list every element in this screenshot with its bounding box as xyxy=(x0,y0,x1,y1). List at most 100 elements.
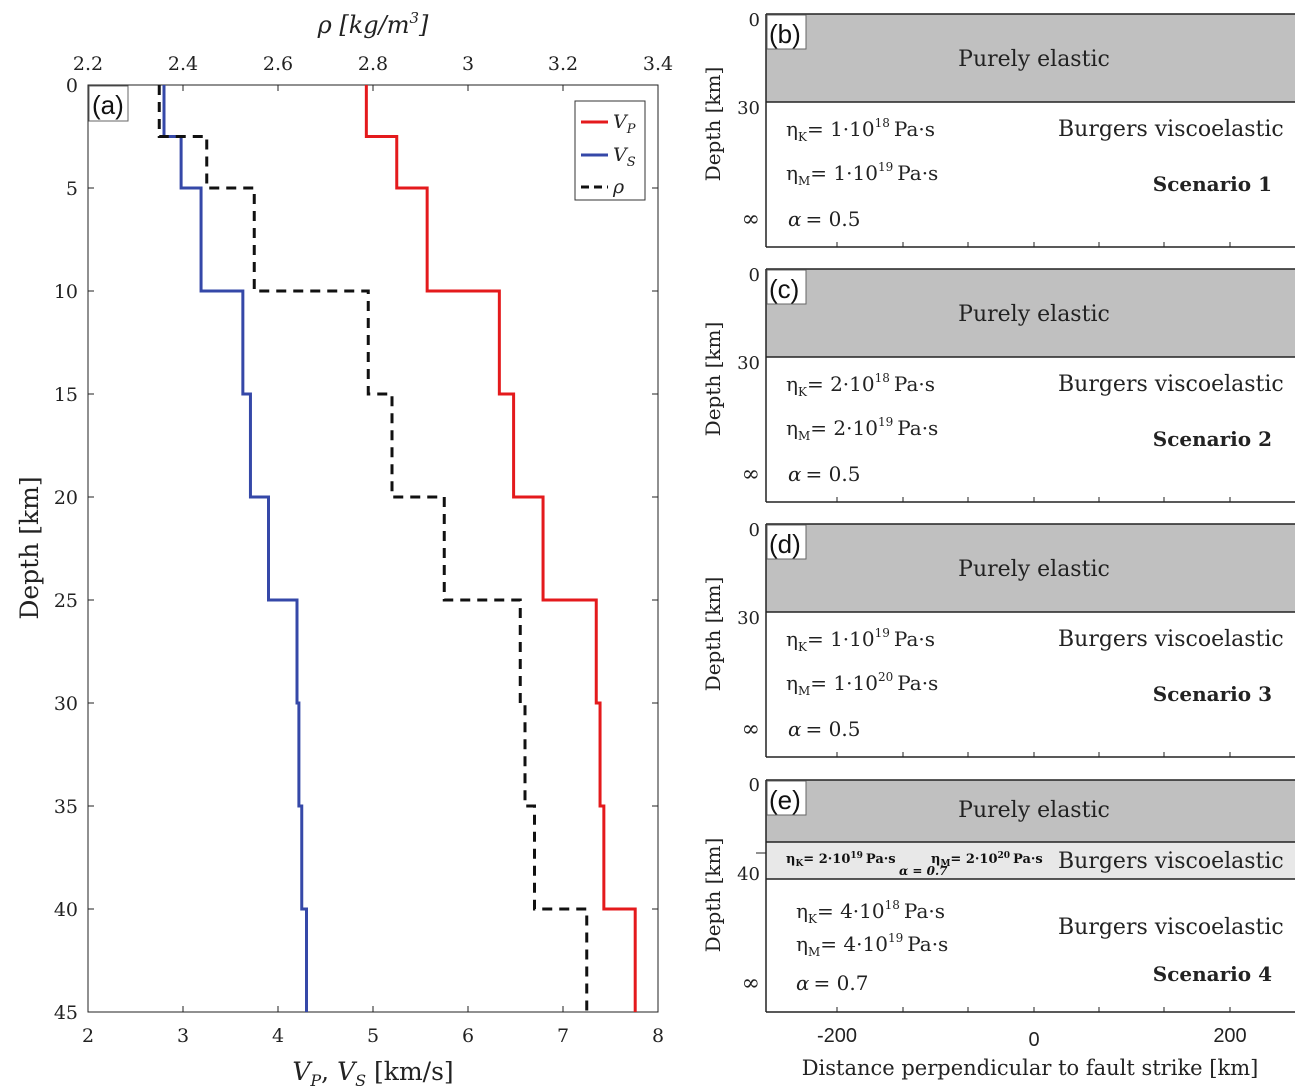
y-axis-label-e: Depth [km] xyxy=(701,838,725,953)
panel-label-box-e xyxy=(766,780,807,816)
band-eta-m: ηM= 2·1020 Pa·s xyxy=(931,851,1043,869)
y-tick-0: 0 xyxy=(749,520,760,541)
elastic-layer xyxy=(766,14,1295,102)
legend-label-vs: VS xyxy=(613,144,636,170)
series-group xyxy=(157,85,637,1012)
y-tick-30: 30 xyxy=(737,98,760,119)
band-label: Burgers viscoelastic xyxy=(1058,849,1284,874)
scenario-label: Scenario 1 xyxy=(1153,172,1272,196)
y-tick-label-10: 10 xyxy=(54,281,78,303)
panel-label-box-a xyxy=(88,85,129,122)
panel-label-a: (a) xyxy=(92,90,124,120)
x-tick-neg200: -200 xyxy=(817,1025,857,1047)
y-axis-label: Depth [km] xyxy=(701,577,725,692)
y-tick-0: 0 xyxy=(749,10,760,31)
panel-label-box xyxy=(766,524,807,560)
y-tick-label-0: 0 xyxy=(66,75,78,97)
scenario-label: Scenario 2 xyxy=(1153,427,1272,451)
elastic-layer xyxy=(766,524,1295,612)
elastic-layer-e xyxy=(766,780,1295,842)
series-ρ xyxy=(157,85,589,1012)
y-tick-label-40: 40 xyxy=(54,899,78,921)
scenario-label: Scenario 3 xyxy=(1153,682,1272,706)
eta-m-e: ηM= 4·1019 Pa·s xyxy=(796,931,948,959)
legend-label-rho: ρ xyxy=(612,176,625,198)
elastic-label-e: Purely elastic xyxy=(958,798,1110,823)
alpha-value: α = 0.5 xyxy=(788,717,860,741)
eta-k-e: ηK= 4·1018 Pa·s xyxy=(796,898,945,926)
panels-scenarios: (b) Purely elastic Burgers viscoelastic Sce… xyxy=(701,10,1295,758)
series-V_S xyxy=(162,85,308,1012)
panel-d: (d) Purely elastic Burgers viscoelastic Sce… xyxy=(701,520,1295,758)
y-tick-label-25: 25 xyxy=(54,590,78,612)
x-tick-label-2: 2 xyxy=(82,1025,94,1047)
alpha-value: α = 0.5 xyxy=(788,207,860,231)
eta-k-value: ηK= 2·1018 Pa·s xyxy=(786,371,935,399)
eta-k-value: ηK= 1·1019 Pa·s xyxy=(786,626,935,654)
alpha-e: α = 0.7 xyxy=(796,971,868,995)
legend-box xyxy=(574,100,646,201)
y-tick-inf: ∞ xyxy=(742,717,760,742)
top-tick-label-2.4: 2.4 xyxy=(168,53,198,75)
y-tick-label-35: 35 xyxy=(54,796,78,818)
y-tick-label-30: 30 xyxy=(54,693,78,715)
band-eta-k: ηK= 2·1019 Pa·s xyxy=(786,851,896,869)
eta-m-value: ηM= 2·1019 Pa·s xyxy=(786,415,938,443)
eta-m-value: ηM= 1·1019 Pa·s xyxy=(786,160,938,188)
y-axis-label: Depth [km] xyxy=(15,476,44,619)
visco-label: Burgers viscoelastic xyxy=(1058,627,1284,652)
y-axis-label: Depth [km] xyxy=(701,67,725,182)
series-V_P xyxy=(364,85,637,1012)
y-tick-30: 30 xyxy=(737,353,760,374)
tick-labels-a: 2 3 4 5 6 7 82.2 2.4 2.6 2.8 3 3.2 3.405101520253035… xyxy=(54,53,673,1047)
visco-label: Burgers viscoelastic xyxy=(1058,117,1284,142)
x-tick-label-5: 5 xyxy=(367,1025,379,1047)
panel-label: (d) xyxy=(769,529,801,559)
top-tick-label-2.8: 2.8 xyxy=(358,53,388,75)
panel-label-box xyxy=(766,269,807,305)
x-tick-label-4: 4 xyxy=(272,1025,284,1047)
panel-e-scenario-4: (e) Purely elastic ηK= 2·1019 Pa·s ηM= 2·… xyxy=(701,775,1295,1080)
x-axis-label-e: Distance perpendicular to fault strike [… xyxy=(802,1056,1259,1080)
top-tick-label-3.4: 3.4 xyxy=(643,53,673,75)
plot-area-a xyxy=(87,84,659,1013)
panel-label-box xyxy=(766,14,807,50)
panel-label: (b) xyxy=(769,19,801,49)
top-tick-label-3.2: 3.2 xyxy=(548,53,578,75)
x-axis-label: VP, VS [km/s] xyxy=(292,1057,453,1088)
elastic-label: Purely elastic xyxy=(958,302,1110,327)
y-tick-label-20: 20 xyxy=(54,487,78,509)
y-tick-0: 0 xyxy=(749,265,760,286)
top-axis-label: ρ [kg/m3] xyxy=(317,9,429,39)
y-tick-inf-e: ∞ xyxy=(742,971,760,996)
band-layer-e xyxy=(766,842,1295,879)
tick-marks-a xyxy=(87,84,659,1013)
top-tick-label-2.6: 2.6 xyxy=(263,53,293,75)
x-tick-label-6: 6 xyxy=(462,1025,474,1047)
y-tick-40-e: 40 xyxy=(737,864,760,885)
visco-label: Burgers viscoelastic xyxy=(1058,372,1284,397)
y-tick-label-45: 45 xyxy=(54,1002,78,1024)
top-tick-label-2.2: 2.2 xyxy=(73,53,103,75)
y-tick-0-e: 0 xyxy=(749,775,760,796)
x-tick-200: 200 xyxy=(1213,1025,1246,1047)
y-tick-30: 30 xyxy=(737,608,760,629)
alpha-value: α = 0.5 xyxy=(788,462,860,486)
tick-marks-e xyxy=(756,852,1231,1012)
panel-b: (b) Purely elastic Burgers viscoelastic Sce… xyxy=(701,10,1295,248)
visco-label-e: Burgers viscoelastic xyxy=(1058,915,1284,940)
x-tick-0: 0 xyxy=(1028,1029,1039,1051)
legend-label-vp: VP xyxy=(613,111,636,137)
elastic-label: Purely elastic xyxy=(958,47,1110,72)
scenario-label-e: Scenario 4 xyxy=(1153,962,1272,986)
top-tick-label-3: 3 xyxy=(462,53,474,75)
panel-a-depth-profile: 2 3 4 5 6 7 82.2 2.4 2.6 2.8 3 3.2 3.405101520253035… xyxy=(15,9,673,1088)
y-tick-inf: ∞ xyxy=(742,207,760,232)
y-tick-label-5: 5 xyxy=(66,178,78,200)
x-tick-label-3: 3 xyxy=(177,1025,189,1047)
x-tick-label-7: 7 xyxy=(557,1025,569,1047)
elastic-label: Purely elastic xyxy=(958,557,1110,582)
panel-label: (c) xyxy=(769,274,799,304)
panel-label-e: (e) xyxy=(769,785,801,815)
